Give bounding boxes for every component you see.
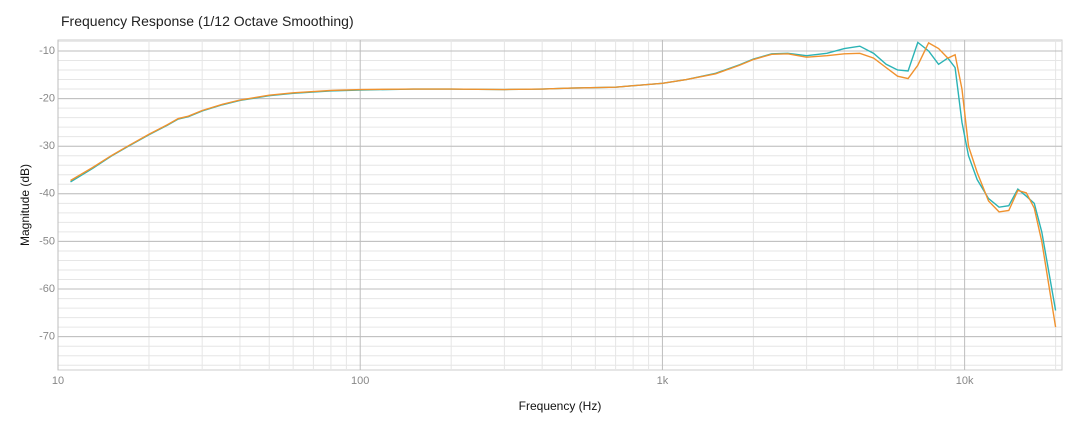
series-line: [70, 41, 1057, 328]
y-tick-label: -10: [39, 45, 55, 57]
x-tick-label: 10k: [956, 375, 974, 387]
y-tick-label: -50: [39, 235, 55, 247]
plot-area: [57, 39, 1063, 371]
x-tick-label: 1k: [657, 375, 669, 387]
chart-title: Frequency Response: [61, 13, 194, 29]
x-tick-label: 10: [52, 375, 64, 387]
y-tick-label: -70: [39, 331, 55, 343]
y-axis-label: Magnitude (dB): [18, 164, 32, 246]
y-tick-label: -20: [39, 92, 55, 104]
x-axis-label: Frequency (Hz): [519, 399, 602, 413]
y-tick-label: -40: [39, 188, 55, 200]
y-tick-label: -60: [39, 283, 55, 295]
chart-subtitle: (1/12 Octave Smoothing): [198, 13, 354, 29]
y-tick-label: -30: [39, 140, 55, 152]
x-tick-label: 100: [351, 375, 369, 387]
chart-title-group: Frequency Response (1/12 Octave Smoothin…: [61, 13, 354, 29]
